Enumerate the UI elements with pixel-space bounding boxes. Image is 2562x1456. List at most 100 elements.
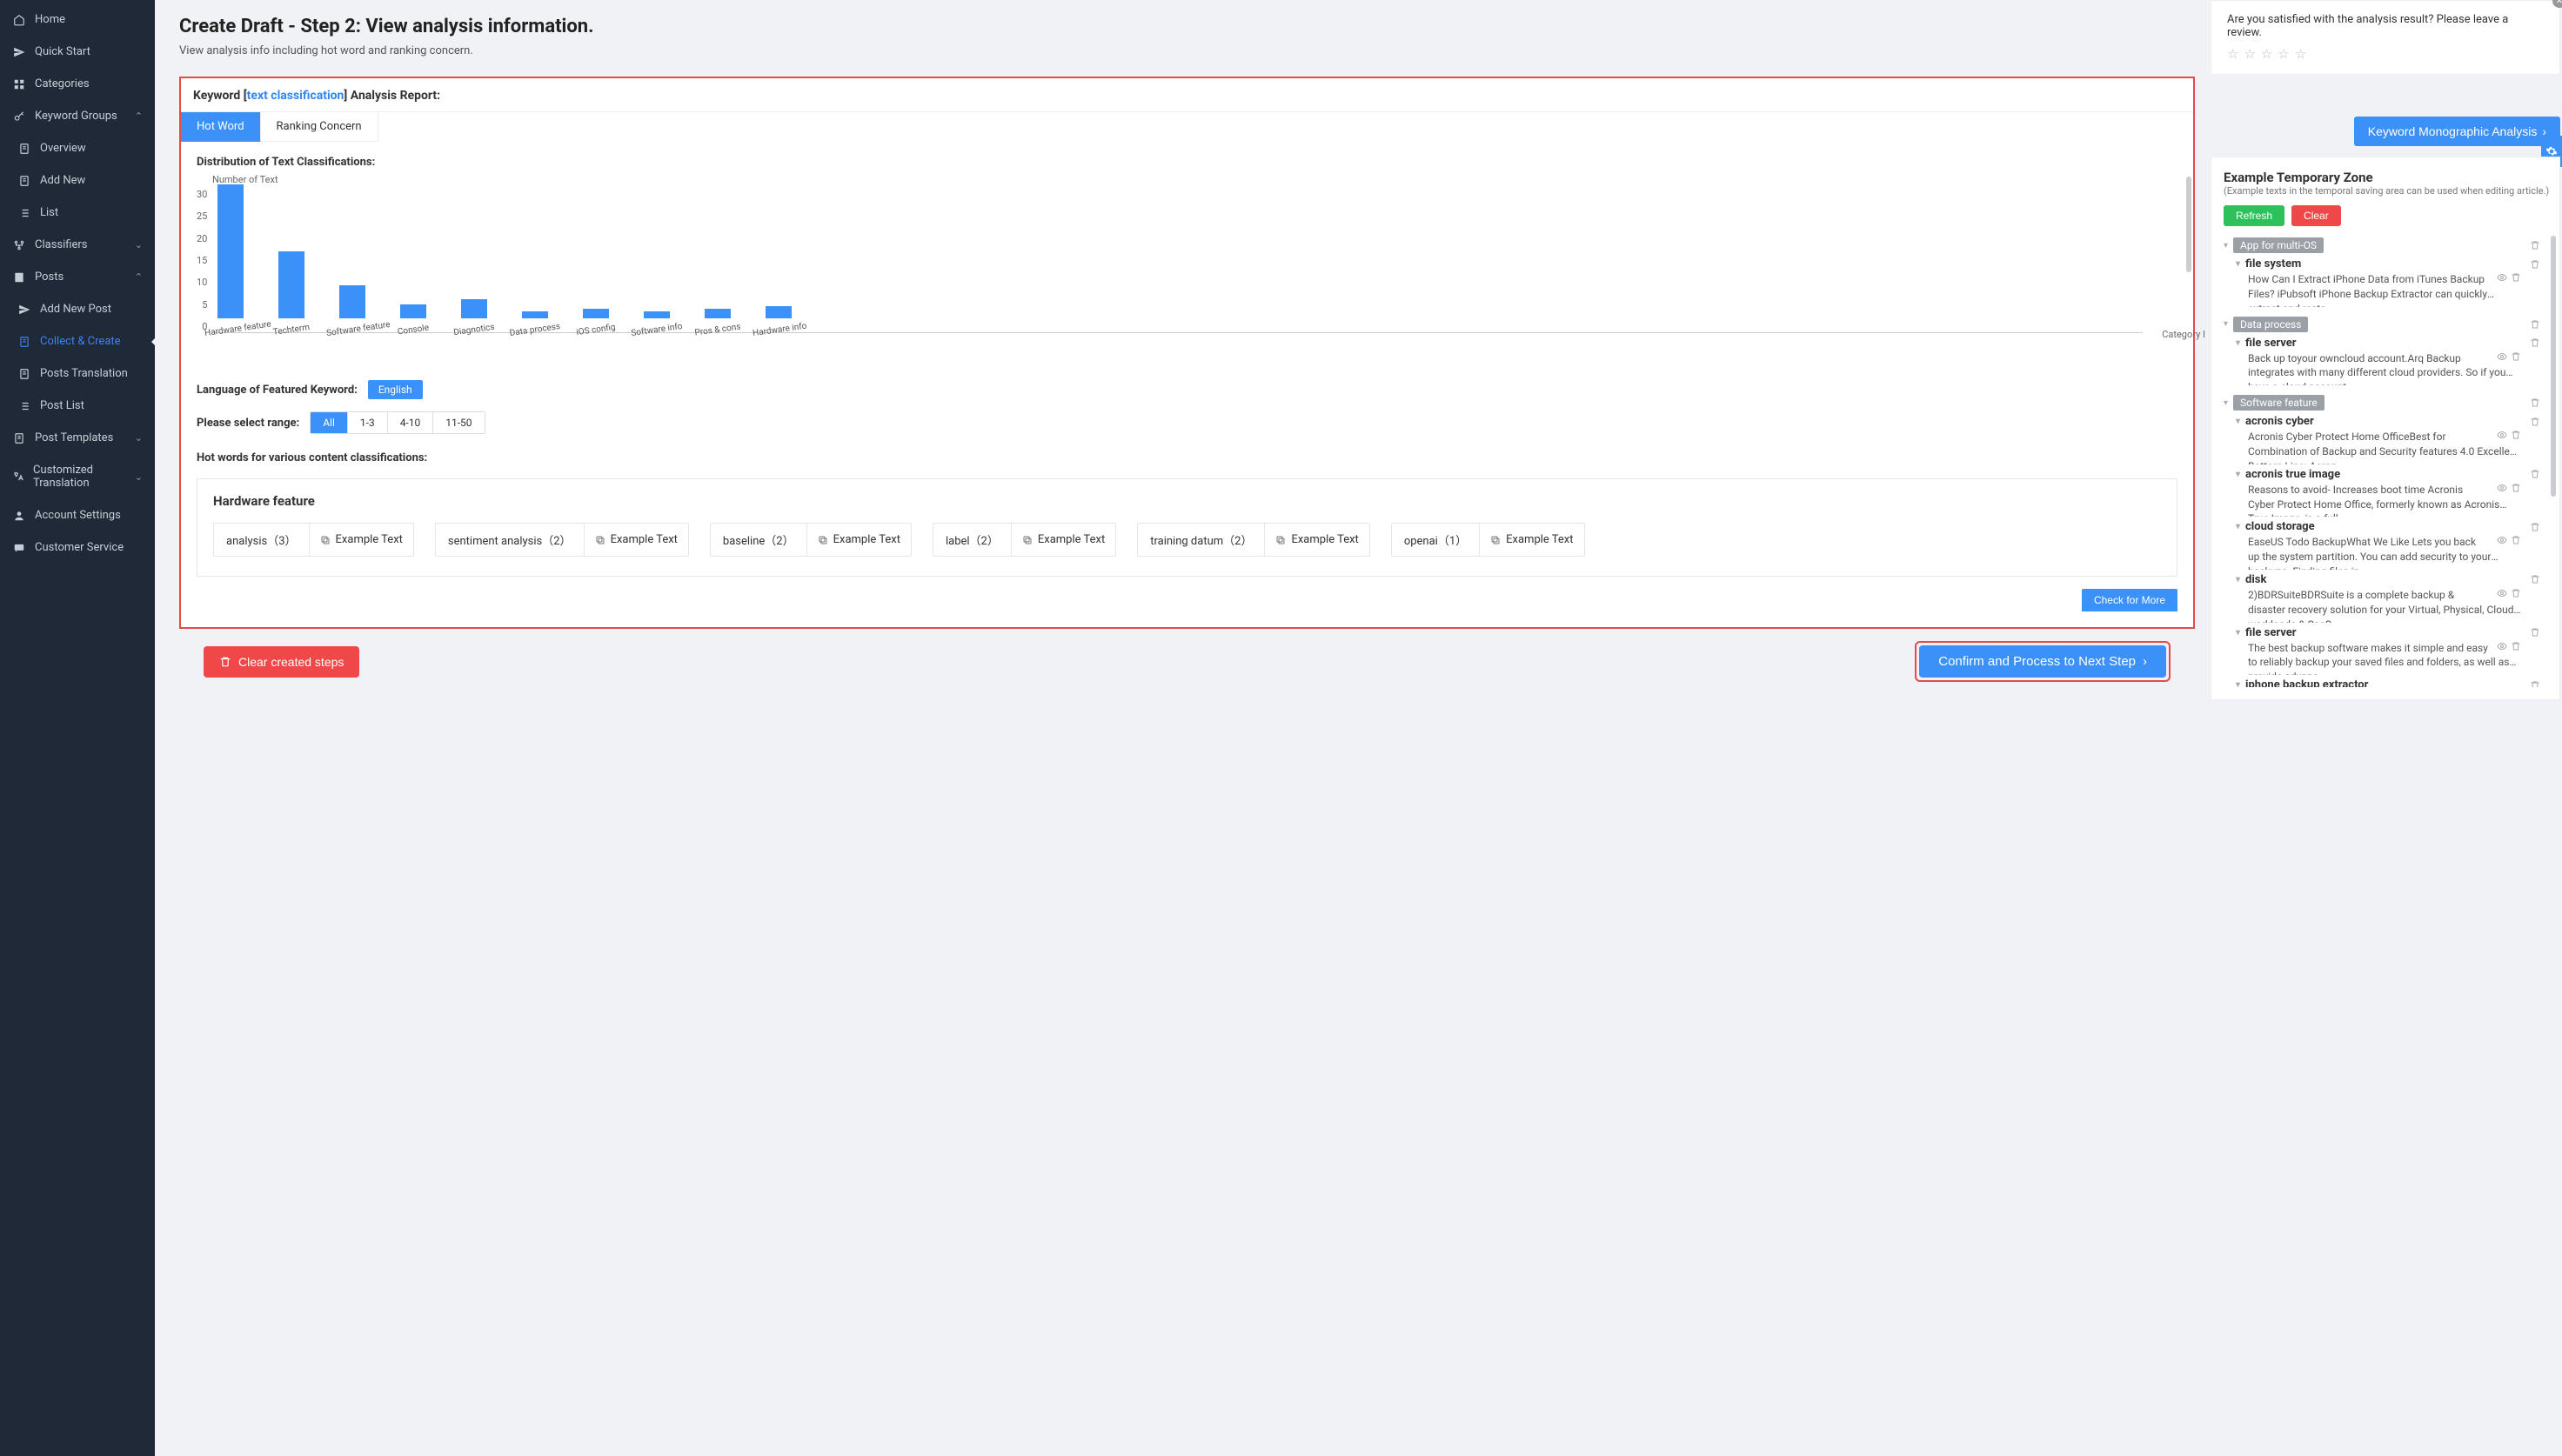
trash-icon[interactable]	[2530, 337, 2540, 348]
star-icon[interactable]: ☆	[2227, 46, 2238, 62]
trash-icon[interactable]	[2530, 240, 2540, 250]
trash-icon[interactable]	[2530, 417, 2540, 427]
trash-icon[interactable]	[2530, 319, 2540, 330]
bar-col: Software info	[644, 311, 670, 333]
tz-group: ▾Data process▾file serverBack up toyour …	[2224, 314, 2540, 388]
close-icon[interactable]: ✕	[2552, 0, 2562, 8]
trash-icon[interactable]	[2511, 641, 2521, 651]
example-text-button[interactable]: Example Text	[1480, 524, 1583, 556]
star-icon[interactable]: ☆	[2261, 46, 2272, 62]
tz-item-icons	[2530, 574, 2540, 584]
eye-icon[interactable]	[2497, 272, 2507, 283]
sidebar-item-keyword-groups[interactable]: Keyword Groups⌃	[0, 100, 155, 132]
doc-icon	[12, 432, 26, 444]
sidebar-item-post-list[interactable]: Post List	[0, 390, 155, 422]
sidebar-item-customized-translation[interactable]: Customized Translation⌄	[0, 454, 155, 499]
tz-item-head[interactable]: ▾file server	[2236, 626, 2540, 639]
tz-item-title: cloud storage	[2245, 520, 2315, 533]
sidebar-item-quick-start[interactable]: Quick Start	[0, 36, 155, 68]
sidebar-item-classifiers[interactable]: Classifiers⌄	[0, 229, 155, 261]
eye-icon[interactable]	[2497, 588, 2507, 598]
trash-icon[interactable]	[2511, 430, 2521, 440]
trash-icon[interactable]	[2530, 574, 2540, 584]
sidebar-item-customer-service[interactable]: Customer Service	[0, 531, 155, 564]
tz-item-head[interactable]: ▾cloud storage	[2236, 520, 2540, 533]
range-option-11-50[interactable]: 11-50	[433, 412, 484, 433]
tz-item-head[interactable]: ▾file server	[2236, 337, 2540, 350]
temp-zone-sub: (Example texts in the temporal saving ar…	[2224, 185, 2551, 197]
sidebar-item-post-templates[interactable]: Post Templates⌄	[0, 422, 155, 454]
sidebar-item-overview[interactable]: Overview	[0, 132, 155, 164]
star-icon[interactable]: ☆	[2278, 46, 2289, 62]
trash-icon[interactable]	[2511, 483, 2521, 493]
trash-icon[interactable]	[2530, 627, 2540, 638]
sidebar-item-add-new-post[interactable]: Add New Post	[0, 293, 155, 325]
refresh-button[interactable]: Refresh	[2224, 205, 2284, 226]
tag-text[interactable]: baseline（2）	[711, 524, 807, 556]
tz-item-head[interactable]: ▾acronis cyber	[2236, 415, 2540, 428]
eye-icon[interactable]	[2497, 535, 2507, 545]
keyword-monographic-button[interactable]: Keyword Monographic Analysis ›	[2354, 117, 2560, 146]
trash-icon[interactable]	[2530, 680, 2540, 687]
trash-icon[interactable]	[2511, 588, 2521, 598]
example-text-button[interactable]: Example Text	[585, 524, 688, 556]
tz-group-head[interactable]: ▾App for multi-OS	[2224, 235, 2540, 256]
sidebar-item-collect-create[interactable]: Collect & Create	[0, 325, 155, 357]
keyword-link[interactable]: text classification	[247, 89, 344, 103]
example-text-button[interactable]: Example Text	[1012, 524, 1115, 556]
tz-item-head[interactable]: ▾file system	[2236, 257, 2540, 270]
sidebar-item-home[interactable]: Home	[0, 3, 155, 36]
eye-icon[interactable]	[2497, 351, 2507, 362]
sidebar-item-account-settings[interactable]: Account Settings	[0, 499, 155, 531]
sidebar-item-list[interactable]: List	[0, 197, 155, 229]
trash-icon[interactable]	[2511, 351, 2521, 362]
eye-icon[interactable]	[2497, 483, 2507, 493]
tag-text[interactable]: label（2）	[933, 524, 1012, 556]
sidebar-item-add-new[interactable]: Add New	[0, 164, 155, 197]
check-more-button[interactable]: Check for More	[2082, 589, 2177, 611]
tag-text[interactable]: openai（1）	[1392, 524, 1480, 556]
trash-icon[interactable]	[2511, 535, 2521, 545]
chevron-right-icon: ›	[2143, 654, 2147, 669]
clear-button[interactable]: Clear	[2291, 205, 2341, 226]
language-badge[interactable]: English	[368, 380, 423, 399]
trash-icon[interactable]	[2530, 469, 2540, 479]
star-icon[interactable]: ☆	[2295, 46, 2306, 62]
tz-chip: Data process	[2233, 317, 2308, 332]
tag-text[interactable]: sentiment analysis（2）	[436, 524, 585, 556]
chart-title: Distribution of Text Classifications:	[197, 156, 2177, 169]
tz-item-icons	[2530, 417, 2540, 427]
tz-group-head[interactable]: ▾Data process	[2224, 314, 2540, 335]
range-option-4-10[interactable]: 4-10	[388, 412, 434, 433]
sidebar-item-posts[interactable]: Posts⌃	[0, 261, 155, 293]
example-text-button[interactable]: Example Text	[807, 524, 911, 556]
example-text-button[interactable]: Example Text	[310, 524, 413, 556]
clear-steps-button[interactable]: Clear created steps	[204, 646, 359, 678]
sidebar-item-categories[interactable]: Categories	[0, 68, 155, 100]
tab-hot-word[interactable]: Hot Word	[181, 112, 261, 142]
confirm-next-button[interactable]: Confirm and Process to Next Step ›	[1919, 645, 2166, 678]
trash-icon[interactable]	[2530, 397, 2540, 408]
tz-item-head[interactable]: ▾iphone backup extractor	[2236, 678, 2540, 687]
language-label: Language of Featured Keyword:	[197, 384, 358, 397]
sidebar-item-posts-translation[interactable]: Posts Translation	[0, 357, 155, 390]
tag-text[interactable]: training datum（2）	[1138, 524, 1265, 556]
tab-ranking-concern[interactable]: Ranking Concern	[261, 112, 378, 142]
eye-icon[interactable]	[2497, 641, 2507, 651]
tz-item-head[interactable]: ▾acronis true image	[2236, 468, 2540, 481]
range-option-all[interactable]: All	[311, 412, 348, 433]
tz-item-body: Reasons to avoid- Increases boot time Ac…	[2236, 481, 2540, 518]
panel-scrollbar[interactable]	[2186, 177, 2191, 272]
temp-zone-scrollbar[interactable]	[2551, 236, 2556, 497]
range-option-1-3[interactable]: 1-3	[348, 412, 388, 433]
eye-icon[interactable]	[2497, 430, 2507, 440]
trash-icon[interactable]	[2530, 522, 2540, 532]
trash-icon[interactable]	[2511, 272, 2521, 283]
star-icon[interactable]: ☆	[2244, 46, 2255, 62]
trash-icon[interactable]	[2530, 259, 2540, 270]
tag-text[interactable]: analysis（3）	[214, 524, 310, 556]
tz-group-head[interactable]: ▾Software feature	[2224, 392, 2540, 413]
tz-item-head[interactable]: ▾disk	[2236, 573, 2540, 586]
example-text-button[interactable]: Example Text	[1265, 524, 1368, 556]
review-stars[interactable]: ☆ ☆ ☆ ☆ ☆	[2227, 46, 2544, 62]
